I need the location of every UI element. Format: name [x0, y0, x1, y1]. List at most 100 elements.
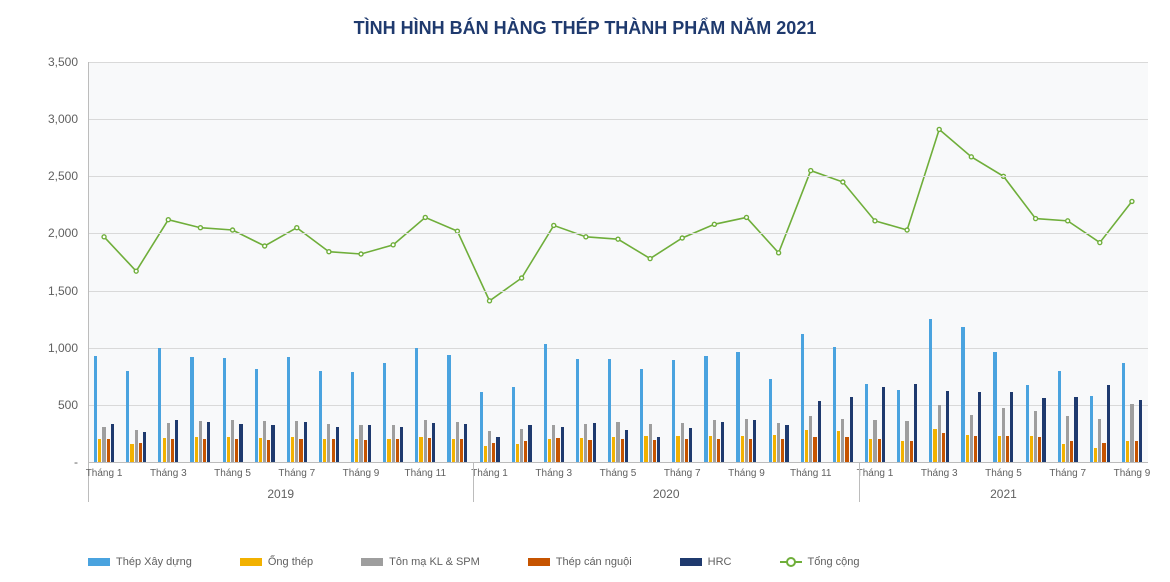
- bar: [865, 384, 868, 462]
- bar: [897, 390, 900, 462]
- bar: [271, 425, 274, 462]
- bar: [126, 371, 129, 462]
- x-tick-label: Tháng 9: [343, 468, 380, 479]
- bar: [447, 355, 450, 462]
- x-tick-label: Tháng 3: [150, 468, 187, 479]
- bar: [227, 437, 230, 462]
- bar: [640, 369, 643, 462]
- bar: [561, 427, 564, 462]
- bar: [769, 379, 772, 462]
- year-label: 2019: [267, 487, 294, 501]
- line-series-marker: [712, 222, 716, 226]
- legend: Thép Xây dựngỐng thépTôn mạ KL & SPMThép…: [88, 556, 1148, 568]
- line-series-marker: [231, 228, 235, 232]
- bar: [239, 424, 242, 462]
- bar: [773, 435, 776, 462]
- bar: [785, 425, 788, 462]
- bar: [1074, 397, 1077, 462]
- bar: [978, 392, 981, 462]
- line-series-marker: [744, 215, 748, 219]
- bar: [809, 416, 812, 462]
- gridline: [88, 348, 1148, 349]
- bar: [1002, 408, 1005, 462]
- bar: [749, 439, 752, 462]
- x-tick-label: Tháng 1: [471, 468, 508, 479]
- bar: [1094, 448, 1097, 462]
- bar: [777, 423, 780, 462]
- bar: [1058, 371, 1061, 462]
- y-tick-label: 1,000: [48, 341, 78, 355]
- bar: [1070, 441, 1073, 462]
- line-series-marker: [134, 269, 138, 273]
- bar: [107, 439, 110, 462]
- bar: [653, 440, 656, 462]
- bar: [1090, 396, 1093, 462]
- line-series-marker: [873, 219, 877, 223]
- bar: [1006, 436, 1009, 462]
- bar: [223, 358, 226, 462]
- bar: [512, 387, 515, 462]
- bar: [496, 437, 499, 462]
- legend-label: Tôn mạ KL & SPM: [389, 556, 480, 568]
- gridline: [88, 405, 1148, 406]
- bar: [1038, 437, 1041, 462]
- bar: [612, 437, 615, 462]
- bar: [942, 433, 945, 462]
- bar: [644, 436, 647, 462]
- bar: [970, 415, 973, 462]
- bar: [929, 319, 932, 462]
- line-series-marker: [391, 243, 395, 247]
- bar: [392, 425, 395, 462]
- bar: [456, 422, 459, 462]
- legend-item: Thép cán nguội: [528, 556, 632, 568]
- line-series-marker: [937, 127, 941, 131]
- bar: [841, 419, 844, 462]
- bar: [966, 435, 969, 462]
- bar: [685, 439, 688, 462]
- bar: [167, 423, 170, 462]
- bar: [484, 446, 487, 462]
- bar: [584, 424, 587, 462]
- bar: [608, 359, 611, 462]
- line-series-layer: [88, 62, 1148, 462]
- bar: [231, 420, 234, 462]
- bar: [721, 422, 724, 462]
- bar: [364, 440, 367, 462]
- bar: [1122, 363, 1125, 462]
- bar: [704, 356, 707, 462]
- bar: [488, 431, 491, 462]
- x-tick-label: Tháng 3: [921, 468, 958, 479]
- legend-item: Tổng cộng: [780, 556, 860, 568]
- bar: [304, 422, 307, 462]
- bar: [717, 439, 720, 462]
- line-series-marker: [905, 228, 909, 232]
- line-series-marker: [1034, 217, 1038, 221]
- bar: [195, 437, 198, 462]
- gridline: [88, 62, 1148, 63]
- x-tick-label: Tháng 11: [405, 468, 447, 479]
- bar: [850, 397, 853, 462]
- legend-label: Ống thép: [268, 556, 313, 568]
- bar: [813, 437, 816, 462]
- x-tick-label: Tháng 9: [1114, 468, 1151, 479]
- bar: [464, 424, 467, 462]
- bar: [837, 431, 840, 462]
- legend-label: Tổng cộng: [808, 556, 860, 568]
- bar: [111, 424, 114, 462]
- bar: [993, 352, 996, 462]
- bar: [400, 427, 403, 462]
- bar: [452, 439, 455, 462]
- bar: [649, 424, 652, 462]
- bar: [336, 427, 339, 462]
- bar: [914, 384, 917, 462]
- bar: [190, 357, 193, 462]
- bar: [130, 444, 133, 462]
- legend-swatch: [780, 561, 802, 563]
- bar: [882, 387, 885, 462]
- bar: [383, 363, 386, 462]
- bar: [480, 392, 483, 462]
- bar: [259, 438, 262, 462]
- bar: [910, 441, 913, 462]
- bar: [709, 436, 712, 462]
- x-tick-label: Tháng 7: [1049, 468, 1086, 479]
